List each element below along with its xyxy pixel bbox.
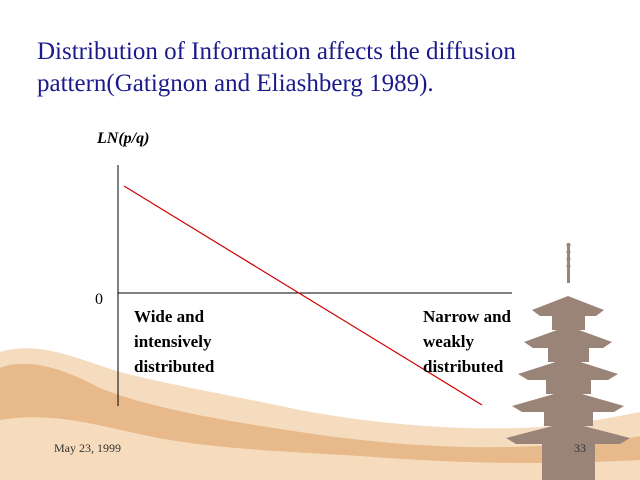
right-label-line-3: distributed: [423, 357, 504, 376]
right-label-line-2: weakly: [423, 332, 474, 351]
pagoda-icon: [506, 243, 630, 480]
right-region-label: Narrow and weakly distributed: [423, 304, 511, 379]
footer-date: May 23, 1999: [54, 441, 121, 455]
y-axis-label: LN(p/q): [97, 130, 150, 147]
right-label-line-1: Narrow and: [423, 307, 511, 326]
slide-title: Distribution of Information affects the …: [37, 36, 617, 100]
left-label-line-1: Wide and: [134, 307, 205, 326]
left-label-line-2: intensively: [134, 332, 212, 351]
zero-label: 0: [95, 291, 103, 308]
left-region-label: Wide and intensively distributed: [134, 304, 214, 379]
title-line-1: Distribution of Information affects the …: [37, 38, 516, 65]
trend-line: [123, 185, 483, 406]
page-number: 33: [574, 441, 586, 455]
landscape-ridge: [0, 417, 640, 480]
title-line-2: pattern(Gatignon and Eliashberg 1989).: [37, 70, 434, 97]
left-label-line-3: distributed: [134, 357, 215, 376]
